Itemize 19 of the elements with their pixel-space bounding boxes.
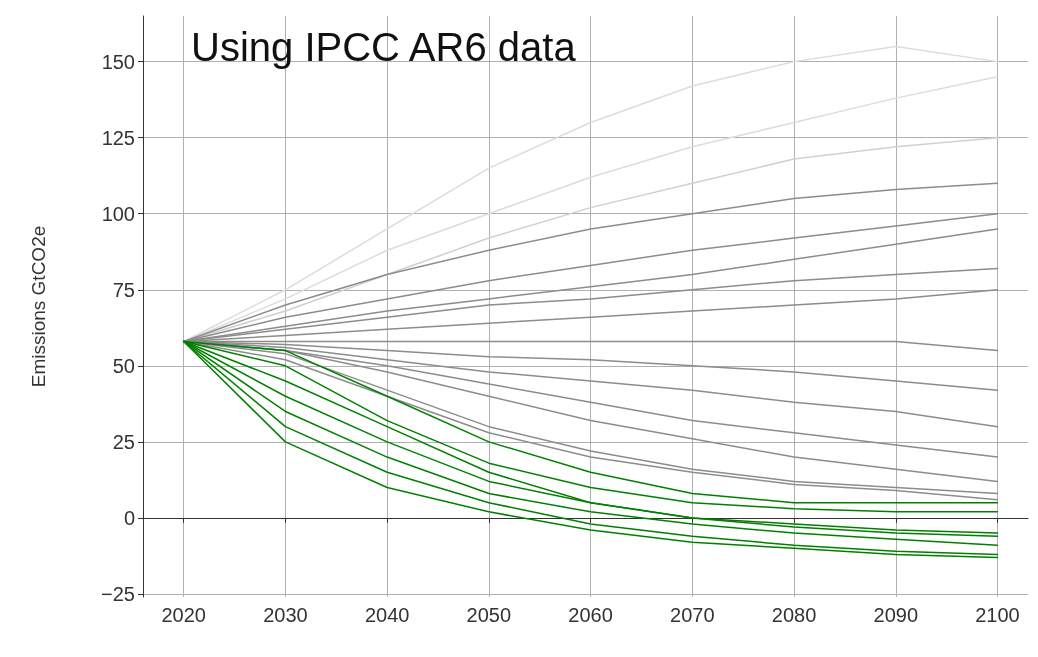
y-tick-label: 100: [101, 202, 135, 225]
x-tick-label: 2100: [975, 604, 1020, 626]
y-tick-label: 150: [101, 50, 135, 73]
x-tick-label: 2030: [263, 604, 308, 626]
y-tick-label: 75: [112, 278, 135, 301]
chart-title: Using IPCC AR6 data: [191, 25, 577, 69]
y-tick-label: 125: [101, 126, 135, 149]
y-tick-label: 50: [112, 354, 135, 377]
x-tick-label: 2090: [873, 604, 919, 626]
x-tick-label: 2040: [364, 604, 410, 626]
y-tick-label: −25: [101, 582, 135, 605]
x-tick-label: 2050: [466, 604, 512, 626]
y-tick-label: 0: [123, 506, 135, 529]
x-tick-label: 2070: [670, 604, 715, 626]
x-tick-label: 2020: [161, 604, 206, 626]
y-tick-label: 25: [112, 430, 135, 453]
x-tick-label: 2080: [771, 604, 817, 626]
x-tick-label: 2060: [568, 604, 613, 626]
y-axis-title: Emissions GtCO2e: [28, 225, 49, 388]
